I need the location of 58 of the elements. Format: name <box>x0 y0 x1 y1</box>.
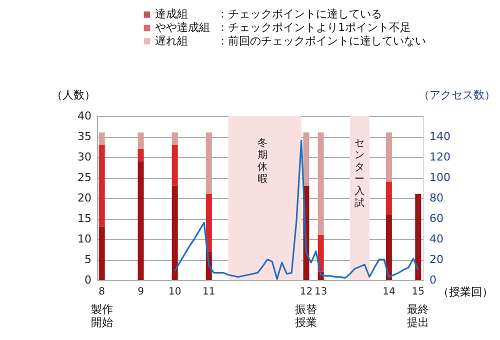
bar <box>172 144 178 186</box>
text: 製作開始 <box>90 303 113 329</box>
bar <box>415 194 422 280</box>
y-tick-label: 15 <box>78 212 92 225</box>
line-series <box>174 140 419 280</box>
y2-tick-label: 20 <box>430 253 444 266</box>
y2-tick-label: 60 <box>430 212 444 225</box>
y-tick-label: 10 <box>78 232 92 246</box>
text: ：チェックポイントより1ポイント不足 <box>217 21 411 34</box>
y-tick-label: 5 <box>84 253 92 266</box>
text: 最終提出 <box>407 303 430 329</box>
y2-tick-label: 100 <box>430 171 450 184</box>
bar <box>138 161 144 280</box>
legend-label: やや達成組 <box>155 21 210 34</box>
y-tick-label: 40 <box>78 110 92 122</box>
bar <box>98 226 105 280</box>
legend-label: 遅れ組 <box>155 34 188 48</box>
text: 振替授業 <box>295 303 318 329</box>
bar <box>303 132 310 186</box>
y2-tick-label: 120 <box>430 150 450 164</box>
x-tick-label: 9 <box>138 286 144 298</box>
y-tick-label: 30 <box>78 150 92 164</box>
bar <box>318 132 324 235</box>
y-tick-label: 20 <box>78 192 92 204</box>
x-tick-label: 12 <box>300 286 313 298</box>
bar <box>318 234 324 272</box>
bar <box>386 132 392 182</box>
y-axis-title: （人数） <box>52 88 96 102</box>
bar <box>172 132 178 145</box>
bar <box>386 214 392 280</box>
bar <box>98 144 105 227</box>
bar <box>206 132 212 194</box>
y-tick-label: 0 <box>84 274 92 286</box>
bar <box>386 182 392 214</box>
bar <box>138 148 144 162</box>
x-tick-label: 14 <box>382 286 396 298</box>
annotation: センター入試 <box>354 138 365 209</box>
legend-label: 達成組 <box>155 8 188 21</box>
bar <box>138 132 144 149</box>
y2-axis-title: （アクセス数） <box>418 88 496 102</box>
x-tick-label: 8 <box>98 286 106 298</box>
x-tick-label: 10 <box>168 286 182 298</box>
y2-tick-label: 140 <box>430 130 450 143</box>
bar <box>98 132 105 145</box>
y-tick-label: 35 <box>78 130 92 143</box>
y2-tick-label: 40 <box>430 232 444 246</box>
text: ：前回のチェックポイントに達していない <box>217 34 426 48</box>
x-tick-label: 15 <box>412 286 424 298</box>
x-tick-label: 11 <box>202 286 216 298</box>
annotation: 冬期休暇 <box>257 137 268 185</box>
y2-tick-label: 0 <box>430 274 436 286</box>
y-tick-label: 25 <box>78 171 92 184</box>
y2-tick-label: 80 <box>430 192 444 204</box>
x-axis-title: （授業回） <box>438 286 493 298</box>
text: ：チェックポイントに達している <box>217 8 382 21</box>
x-tick-label: 13 <box>314 286 328 298</box>
bar <box>172 186 178 280</box>
bar <box>206 194 212 252</box>
